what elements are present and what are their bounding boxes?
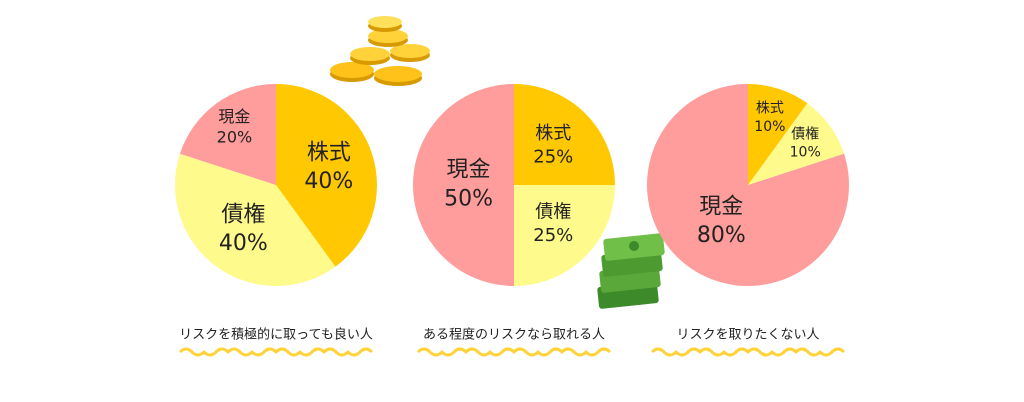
- slice-category-label: 現金: [447, 158, 491, 183]
- wavy-underline: [416, 347, 612, 357]
- pie-slice: [179, 84, 276, 185]
- coins-illustration: [330, 16, 430, 86]
- caption: ある程度のリスクなら取れる人: [423, 327, 605, 343]
- slice-category-label: 株式: [535, 123, 571, 144]
- slice-category-label: 株式: [307, 141, 351, 166]
- pie-slice: [514, 84, 615, 185]
- slice-value-label: 10%: [790, 145, 821, 161]
- slice-category-label: 株式: [756, 101, 784, 117]
- slice-value-label: 20%: [217, 128, 253, 147]
- wavy-underline: [178, 347, 374, 357]
- caption: リスクを積極的に取っても良い人: [179, 327, 373, 343]
- slice-value-label: 80%: [697, 223, 746, 248]
- pie-slice: [276, 84, 377, 267]
- slice-value-label: 40%: [304, 169, 353, 194]
- pie-slice: [646, 84, 849, 286]
- slice-value-label: 50%: [444, 186, 493, 211]
- caption: リスクを取りたくない人: [676, 328, 819, 343]
- slice-category-label: 現金: [699, 194, 743, 219]
- pie-slice: [748, 103, 845, 185]
- slice-value-label: 10%: [754, 119, 785, 135]
- slice-category-label: 債権: [535, 202, 571, 223]
- slice-value-label: 40%: [219, 231, 268, 256]
- slice-value-label: 25%: [533, 146, 573, 167]
- slice-category-label: 債権: [791, 125, 819, 142]
- slice-value-label: 25%: [533, 225, 573, 246]
- pie-slice: [514, 185, 615, 286]
- slice-category-label: 現金: [218, 107, 250, 126]
- money-illustration: [597, 233, 665, 309]
- pie-slice: [748, 84, 808, 185]
- pie-slice: [413, 84, 514, 286]
- wavy-underline: [650, 347, 846, 357]
- pie-slice: [175, 153, 336, 286]
- slice-category-label: 債権: [221, 203, 265, 228]
